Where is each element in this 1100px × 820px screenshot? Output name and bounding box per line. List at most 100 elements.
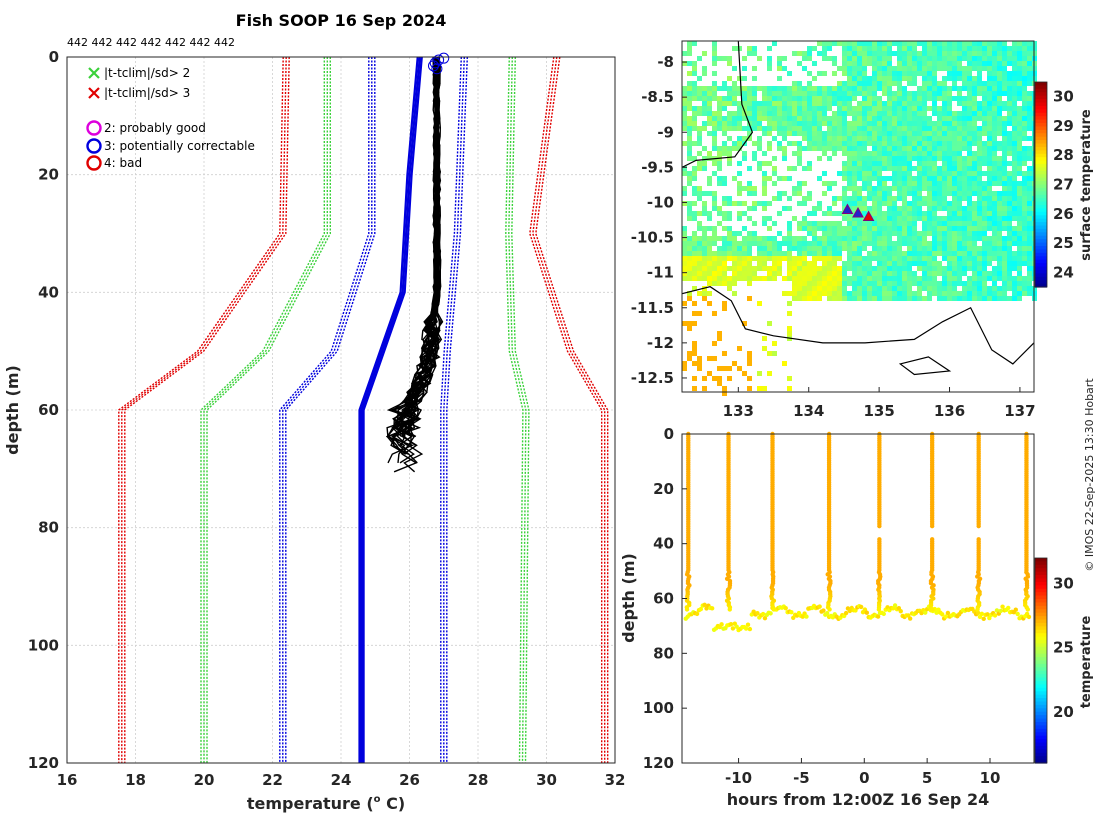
map-sst-cell	[912, 51, 917, 56]
map-sst-cell	[952, 216, 957, 221]
map-sst-cell	[802, 66, 807, 71]
map-sst-cell	[992, 151, 997, 156]
map-sst-cell	[912, 226, 917, 231]
map-sst-cell	[777, 271, 782, 276]
map-sst-cell	[687, 211, 692, 216]
map-sst-cell	[947, 171, 952, 176]
map-sst-cell	[897, 236, 902, 241]
map-sst-cell	[767, 86, 772, 91]
map-sst-cell	[922, 76, 927, 81]
map-sst-cell	[707, 291, 712, 296]
map-sst-cell	[717, 381, 722, 386]
map-sst-cell	[822, 271, 827, 276]
map-sst-cell	[782, 136, 787, 141]
map-sst-cell	[977, 131, 982, 136]
map-sst-cell	[857, 126, 862, 131]
map-sst-cell	[792, 261, 797, 266]
map-sst-cell	[957, 196, 962, 201]
map-sst-cell	[912, 151, 917, 156]
section-colorbar-segment	[1035, 643, 1047, 648]
map-sst-cell	[987, 201, 992, 206]
map-sst-cell	[837, 126, 842, 131]
map-sst-cell	[972, 61, 977, 66]
map-sst-cell	[802, 226, 807, 231]
map-sst-cell	[687, 296, 692, 301]
map-sst-cell	[892, 136, 897, 141]
section-colorbar-segment	[1035, 687, 1047, 692]
map-sst-cell	[822, 281, 827, 286]
map-sst-cell	[907, 41, 912, 46]
map-sst-cell	[977, 266, 982, 271]
map-sst-cell	[892, 261, 897, 266]
map-sst-cell	[887, 241, 892, 246]
map-sst-cell	[887, 91, 892, 96]
map-sst-cell	[957, 181, 962, 186]
map-sst-cell	[1002, 271, 1007, 276]
map-sst-cell	[797, 256, 802, 261]
map-sst-cell	[997, 106, 1002, 111]
map-sst-cell	[942, 196, 947, 201]
map-xtick-label: 134	[793, 402, 824, 420]
map-sst-cell	[772, 196, 777, 201]
map-sst-cell	[922, 126, 927, 131]
map-sst-cell	[967, 156, 972, 161]
map-sst-cell	[732, 176, 737, 181]
map-sst-cell	[977, 226, 982, 231]
map-sst-cell	[947, 251, 952, 256]
map-sst-cell	[837, 281, 842, 286]
map-colorbar-segment	[1035, 123, 1047, 128]
map-sst-cell	[877, 151, 882, 156]
map-sst-cell	[942, 101, 947, 106]
map-sst-cell	[942, 66, 947, 71]
map-sst-cell	[732, 96, 737, 101]
map-sst-cell	[997, 171, 1002, 176]
map-sst-cell	[877, 126, 882, 131]
map-sst-cell	[1002, 126, 1007, 131]
map-sst-cell	[767, 216, 772, 221]
map-sst-cell	[922, 71, 927, 76]
map-sst-cell	[857, 196, 862, 201]
map-sst-cell	[682, 116, 687, 121]
map-sst-cell	[832, 181, 837, 186]
map-sst-cell	[902, 266, 907, 271]
map-sst-cell	[917, 261, 922, 266]
map-colorbar-segment	[1035, 205, 1047, 210]
section-colorbar-segment	[1035, 715, 1047, 720]
map-sst-cell	[927, 201, 932, 206]
map-sst-cell	[692, 211, 697, 216]
map-sst-cell	[712, 41, 717, 46]
map-sst-cell	[1002, 211, 1007, 216]
map-sst-cell	[862, 101, 867, 106]
map-sst-cell	[882, 71, 887, 76]
profile-clim-2sd-line	[505, 56, 524, 764]
map-sst-cell	[732, 91, 737, 96]
map-sst-cell	[962, 286, 967, 291]
map-sst-cell	[912, 56, 917, 61]
map-sst-cell	[872, 71, 877, 76]
map-sst-cell	[927, 241, 932, 246]
map-sst-cell	[992, 246, 997, 251]
map-sst-cell	[917, 256, 922, 261]
map-sst-cell	[927, 186, 932, 191]
map-sst-cell	[832, 296, 837, 301]
map-sst-cell	[907, 266, 912, 271]
map-sst-cell	[1017, 256, 1022, 261]
section-bottom-point	[898, 608, 903, 614]
map-colorbar-segment	[1035, 222, 1047, 227]
map-sst-cell	[927, 251, 932, 256]
profile-clim-3sd-line	[118, 56, 284, 763]
map-sst-cell	[977, 286, 982, 291]
map-sst-cell	[947, 166, 952, 171]
map-sst-cell	[707, 121, 712, 126]
map-sst-cell	[822, 256, 827, 261]
map-sst-cell	[962, 176, 967, 181]
map-colorbar-segment	[1035, 198, 1047, 203]
map-sst-cell	[907, 281, 912, 286]
map-sst-cell	[737, 276, 742, 281]
section-bottom-point	[783, 606, 788, 611]
map-sst-cell	[817, 251, 822, 256]
map-sst-cell	[907, 251, 912, 256]
map-sst-cell	[822, 191, 827, 196]
map-sst-cell	[1002, 161, 1007, 166]
